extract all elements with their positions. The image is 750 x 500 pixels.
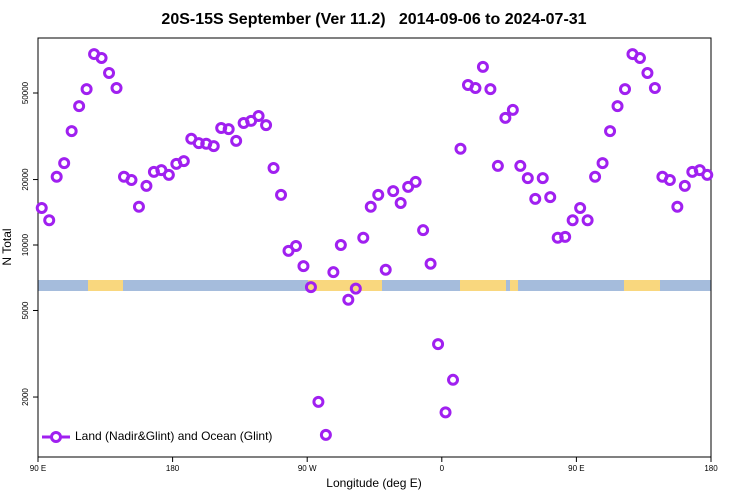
data-point	[536, 172, 549, 185]
data-point	[574, 201, 587, 214]
data-point	[95, 52, 108, 65]
data-point	[140, 179, 153, 192]
y-tick-label: 20000	[21, 168, 30, 191]
data-point	[387, 185, 400, 198]
data-point	[177, 155, 190, 168]
data-point	[491, 159, 504, 172]
data-point	[207, 140, 220, 153]
data-point	[544, 191, 557, 204]
data-point	[312, 395, 325, 408]
y-tick-label: 2000	[21, 388, 30, 406]
data-point	[50, 170, 63, 183]
x-tick-label: 90 W	[298, 464, 317, 473]
data-point	[619, 83, 632, 96]
data-point	[43, 214, 56, 227]
data-point	[364, 200, 377, 213]
y-tick-label: 10000	[21, 233, 30, 256]
data-point	[521, 172, 534, 185]
data-point	[125, 174, 138, 187]
data-point	[589, 170, 602, 183]
data-point	[581, 214, 594, 227]
y-tick-label: 50000	[21, 81, 30, 104]
data-point	[447, 373, 460, 386]
data-point	[349, 282, 362, 295]
data-point	[162, 168, 175, 181]
data-point	[424, 257, 437, 270]
data-point	[110, 82, 123, 95]
data-point	[506, 103, 519, 116]
data-point	[566, 214, 579, 227]
data-point	[641, 66, 654, 79]
x-tick-label: 180	[166, 464, 180, 473]
data-point	[596, 157, 609, 170]
chart-title: 20S-15S September (Ver 11.2) 2014-09-06 …	[161, 11, 586, 28]
data-point	[132, 200, 145, 213]
x-tick-label: 90 E	[568, 464, 584, 473]
land-band	[460, 280, 506, 291]
data-point	[342, 293, 355, 306]
data-point	[260, 119, 273, 132]
data-point	[409, 175, 422, 188]
data-point	[469, 82, 482, 95]
legend-label: Land (Nadir&Glint) and Ocean (Glint)	[75, 429, 272, 443]
plot-frame	[37, 37, 712, 458]
data-point	[275, 188, 288, 201]
data-point	[297, 260, 310, 273]
data-point	[379, 263, 392, 276]
data-point	[222, 123, 235, 136]
data-point	[499, 111, 512, 124]
data-point	[319, 428, 332, 441]
data-point	[394, 197, 407, 210]
data-point	[80, 83, 93, 96]
legend-item: Land (Nadir&Glint) and Ocean (Glint)	[42, 429, 272, 443]
x-axis-label: Longitude (deg E)	[326, 476, 421, 490]
data-point	[267, 161, 280, 174]
data-point	[327, 266, 340, 279]
data-point	[35, 201, 48, 214]
data-point	[432, 338, 445, 351]
x-tick-label: 0	[440, 464, 445, 473]
data-point	[611, 100, 624, 113]
data-point	[304, 281, 317, 294]
y-axis-label: N Total	[0, 228, 14, 265]
data-point	[65, 125, 78, 138]
data-point	[334, 239, 347, 252]
data-point	[476, 60, 489, 73]
data-point	[514, 159, 527, 172]
data-point	[604, 125, 617, 138]
data-point	[663, 174, 676, 187]
data-point	[559, 230, 572, 243]
data-point	[648, 82, 661, 95]
data-point	[633, 52, 646, 65]
land-band	[624, 280, 660, 291]
land-band	[510, 280, 518, 291]
data-point	[671, 200, 684, 213]
legend-marker	[50, 431, 62, 443]
data-point	[58, 157, 71, 170]
data-point	[372, 188, 385, 201]
data-point	[529, 192, 542, 205]
data-point	[357, 231, 370, 244]
data-point	[252, 109, 265, 122]
data-point	[484, 83, 497, 96]
land-band	[308, 280, 382, 291]
data-point	[417, 224, 430, 237]
data-point	[454, 142, 467, 155]
data-point	[289, 239, 302, 252]
data-point	[73, 100, 86, 113]
data-point	[701, 168, 714, 181]
data-point	[678, 179, 691, 192]
data-point	[439, 406, 452, 419]
surface-band	[38, 280, 711, 291]
y-tick-label: 5000	[21, 301, 30, 319]
land-band	[88, 280, 123, 291]
x-tick-label: 90 E	[30, 464, 46, 473]
data-point	[230, 134, 243, 147]
x-tick-label: 180	[704, 464, 718, 473]
data-point	[103, 66, 116, 79]
